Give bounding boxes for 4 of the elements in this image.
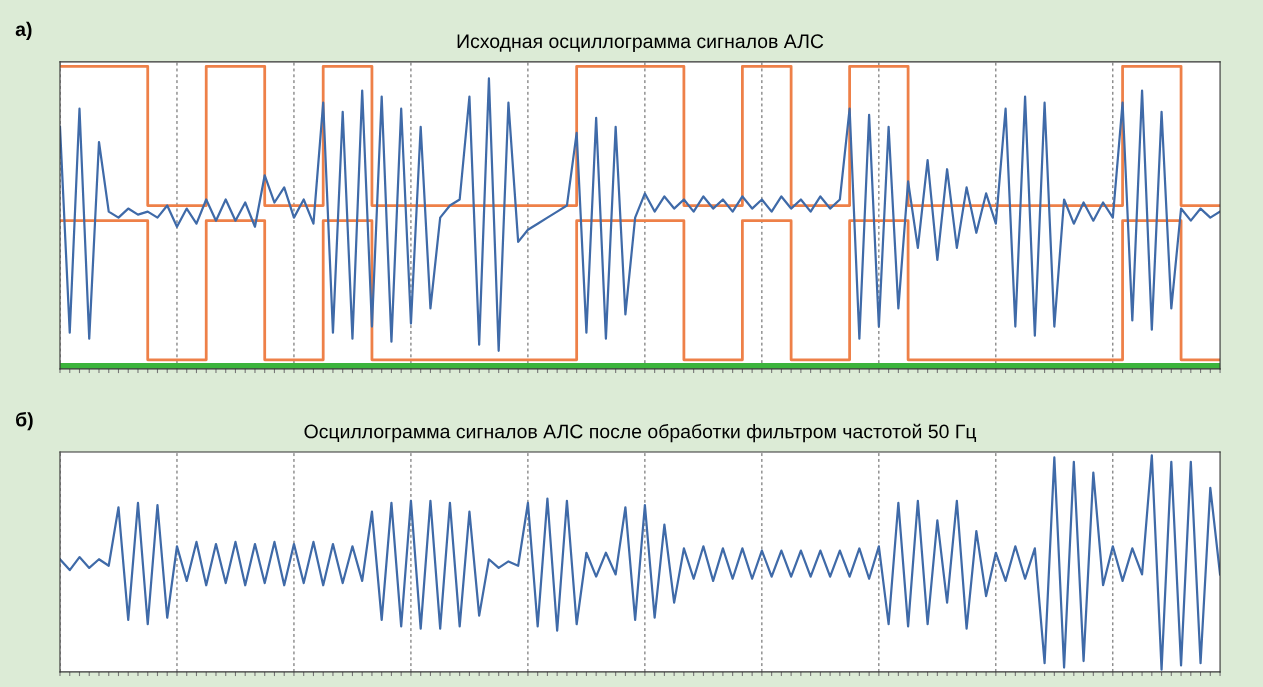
chart-title: Исходная осциллограмма сигналов АЛС xyxy=(457,34,824,52)
text: а) xyxy=(15,21,32,40)
text: б) xyxy=(16,411,33,431)
chart-title: Осциллограмма сигналов АЛС после обработки фильтром частотой 50 Гц xyxy=(304,423,977,443)
